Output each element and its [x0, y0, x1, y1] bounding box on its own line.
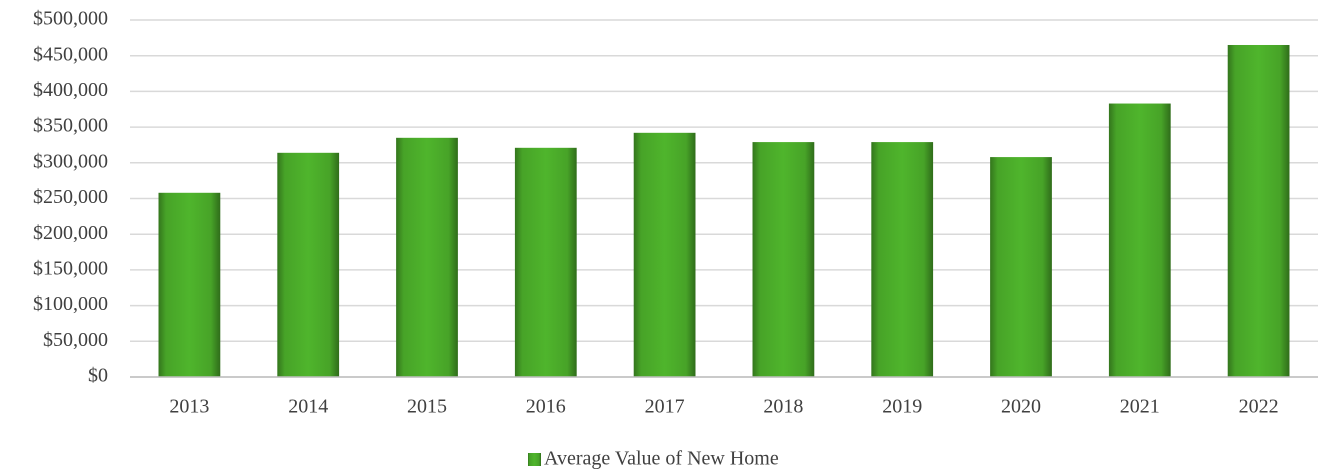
bar [871, 142, 934, 377]
bar [396, 137, 458, 377]
y-tick-label: $300,000 [33, 150, 108, 172]
bar [752, 142, 815, 377]
bar [990, 157, 1052, 377]
y-tick-label: $400,000 [33, 79, 108, 101]
x-tick-label: 2015 [407, 396, 447, 418]
y-tick-label: $0 [88, 365, 108, 387]
y-tick-label: $100,000 [33, 293, 108, 315]
bar [1227, 44, 1290, 378]
x-tick-label: 2021 [1120, 396, 1160, 418]
x-tick-label: 2013 [169, 396, 209, 418]
bar [1108, 103, 1171, 378]
y-tick-label: $50,000 [43, 329, 108, 351]
x-tick-label: 2018 [763, 396, 803, 418]
bar [633, 132, 696, 377]
y-tick-label: $200,000 [33, 222, 108, 244]
y-tick-label: $250,000 [33, 186, 108, 208]
legend-swatch [528, 453, 541, 466]
x-tick-label: 2016 [526, 396, 566, 418]
y-tick-label: $500,000 [33, 8, 108, 30]
x-tick-label: 2019 [882, 396, 922, 418]
bar [158, 192, 221, 377]
bar [514, 147, 577, 377]
x-tick-label: 2017 [645, 396, 685, 418]
x-tick-label: 2014 [288, 396, 328, 418]
y-tick-label: $450,000 [33, 43, 108, 65]
legend-label: Average Value of New Home [544, 448, 779, 470]
y-tick-label: $150,000 [33, 257, 108, 279]
x-tick-label: 2022 [1239, 396, 1279, 418]
bar [277, 152, 340, 377]
x-tick-label: 2020 [1001, 396, 1041, 418]
y-tick-label: $350,000 [33, 115, 108, 137]
